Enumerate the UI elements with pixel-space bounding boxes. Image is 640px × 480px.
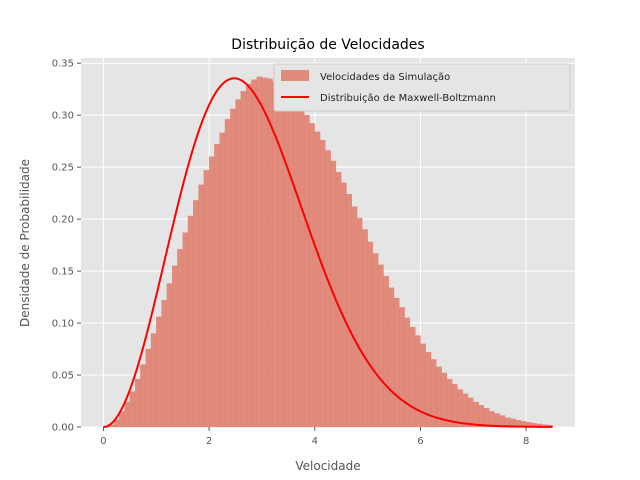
histogram-bar xyxy=(198,184,204,428)
histogram-bar xyxy=(124,401,131,428)
histogram-bar xyxy=(298,106,305,428)
histogram-bar xyxy=(230,108,236,428)
histogram-bar xyxy=(399,307,405,428)
legend-histogram-label: Velocidades da Simulação xyxy=(320,72,450,83)
axes: 0 2 4 6 8 0.00 0.05 0.10 0.15 0.20 0.25 0.30 0.35 xyxy=(52,59,530,447)
distribution-curve xyxy=(103,77,553,428)
histogram-bar xyxy=(203,170,210,428)
histogram-bar xyxy=(409,327,416,428)
histogram-bar xyxy=(193,200,199,428)
maxwell-boltzmann-curve xyxy=(103,77,553,428)
y-tick-label: 0.05 xyxy=(52,371,74,382)
x-tick-label: 6 xyxy=(417,436,423,447)
histogram-bar xyxy=(140,364,146,428)
y-tick-label: 0.30 xyxy=(52,111,74,122)
histogram-bar xyxy=(282,89,289,428)
histogram-bar xyxy=(171,265,178,428)
histogram-bar xyxy=(356,217,363,428)
x-axis-label: Velocidade xyxy=(295,459,360,473)
histogram-bar xyxy=(219,132,226,428)
histogram-bar xyxy=(161,300,168,428)
histogram-bar xyxy=(214,144,220,428)
histogram-bar xyxy=(367,241,374,428)
histogram-bar xyxy=(362,229,368,428)
chart-title: Distribuição de Velocidades xyxy=(231,37,424,53)
histogram-bar xyxy=(277,83,284,428)
histogram-bar xyxy=(483,408,490,428)
histogram-bar xyxy=(187,215,194,428)
histogram-bar xyxy=(145,348,152,428)
histogram-bar xyxy=(235,99,241,428)
histogram-bar xyxy=(245,83,252,428)
y-tick-label: 0.10 xyxy=(52,319,74,330)
y-tick-label: 0.15 xyxy=(52,267,74,278)
y-tick-label: 0.25 xyxy=(52,163,74,174)
histogram-bar xyxy=(261,77,268,428)
histogram-bar xyxy=(208,156,215,428)
histogram-bar xyxy=(351,206,358,428)
histogram-bar xyxy=(325,150,331,428)
y-tick-label: 0.35 xyxy=(52,59,74,70)
x-tick-label: 4 xyxy=(312,436,318,447)
histogram-bar xyxy=(166,283,173,428)
histogram-bar xyxy=(314,131,321,428)
histogram-bars xyxy=(103,76,553,428)
histogram-bar xyxy=(478,405,485,428)
histogram-bar xyxy=(388,287,395,428)
legend-box xyxy=(273,63,571,112)
histogram-bar xyxy=(346,194,352,428)
y-tick-label: 0.20 xyxy=(52,215,74,226)
histogram-bar xyxy=(224,119,231,428)
histogram-bar xyxy=(457,389,463,428)
histogram-bar xyxy=(267,78,273,428)
histogram-bar xyxy=(288,94,294,428)
histogram-bar xyxy=(473,401,479,428)
legend-histogram-swatch xyxy=(281,70,309,81)
histogram-bar xyxy=(156,316,162,428)
histogram-bar xyxy=(304,115,310,428)
histogram-bar xyxy=(177,249,183,428)
histogram-bar xyxy=(319,139,326,428)
histogram-bar xyxy=(462,393,469,428)
histogram-bar xyxy=(341,182,347,428)
x-tick-label: 8 xyxy=(523,436,529,447)
x-tick-label: 2 xyxy=(206,436,212,447)
histogram-bar xyxy=(488,411,495,428)
histogram-bar xyxy=(309,123,315,428)
histogram-bar xyxy=(240,91,247,428)
histogram-bar xyxy=(293,100,300,428)
histogram-bar xyxy=(378,264,384,428)
histogram-bar xyxy=(467,397,474,428)
histogram-bar xyxy=(372,253,379,428)
histogram-bar xyxy=(251,79,257,428)
histogram-bar xyxy=(129,391,136,428)
histogram-bar xyxy=(150,333,157,428)
histogram-bar xyxy=(452,384,458,428)
histogram-bar xyxy=(404,317,411,428)
x-tick-label: 0 xyxy=(100,436,106,447)
legend-curve-label: Distribuição de Maxwell-Boltzmann xyxy=(320,93,496,104)
histogram-bar xyxy=(135,379,141,428)
y-axis-label: Densidade de Probabilidade xyxy=(18,159,32,327)
histogram-bar xyxy=(415,335,421,428)
histogram-bar xyxy=(420,343,426,428)
histogram-bar xyxy=(256,76,263,428)
histogram-bar xyxy=(393,297,400,428)
legend: Velocidades da Simulação Distribuição de… xyxy=(273,63,571,112)
histogram-bar xyxy=(383,276,389,428)
y-tick-label: 0.00 xyxy=(52,423,74,434)
histogram-bar xyxy=(182,232,189,428)
